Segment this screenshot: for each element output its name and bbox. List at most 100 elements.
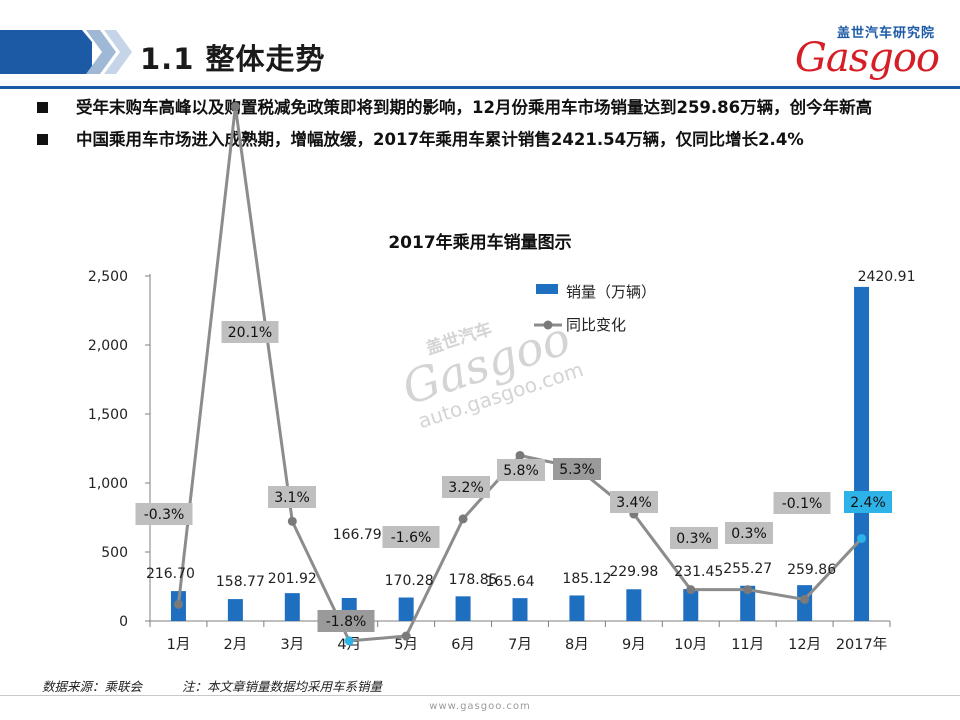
bullet-text: 受年末购车高峰以及购置税减免政策即将到期的影响，12月份乘用车市场销量达到259… (76, 98, 873, 117)
bar-value-label: 165.64 (486, 574, 535, 590)
logo-cn-text: 盖世汽车研究院 (836, 26, 935, 41)
y-tick-label: 2,500 (88, 269, 128, 285)
bar (626, 589, 642, 621)
bar-value-label: 201.92 (268, 571, 317, 587)
line-value-label: 20.1% (228, 325, 272, 341)
bar-value-label: 178.85 (449, 572, 498, 588)
x-tick-label: 12月 (788, 637, 821, 653)
line-value-label: -1.8% (326, 614, 367, 630)
x-tick-label: 7月 (508, 637, 532, 653)
bar (854, 286, 870, 621)
logo-en-text: Gasgoo (794, 35, 940, 81)
bar (512, 598, 528, 621)
bullet-item: 中国乘用车市场进入成熟期，增幅放缓，2017年乘用车累计销售2421.54万辆，… (34, 124, 944, 155)
x-tick-label: 8月 (565, 637, 589, 653)
x-tick-label: 10月 (674, 637, 707, 653)
x-tick-label: 9月 (622, 637, 646, 653)
footer-note: 数据来源：乘联会 注：本文章销量数据均采用车系销量 (42, 676, 382, 695)
footer-divider (0, 695, 960, 696)
bar (284, 593, 300, 621)
line-value-label: 5.3% (559, 462, 595, 478)
line-value-label: 2.4% (850, 495, 886, 511)
y-tick-label: 0 (119, 614, 128, 630)
x-tick-label: 2月 (224, 637, 248, 653)
legend-bar-label: 销量（万辆） (566, 283, 656, 301)
bar-value-label: 2420.91 (858, 269, 916, 285)
line-value-box (725, 522, 773, 544)
gasgoo-logo[interactable]: 盖世汽车研究院 Gasgoo (793, 18, 953, 81)
line-value-box (382, 526, 440, 548)
x-tick-label: 5月 (394, 637, 418, 653)
line-value-label: 5.8% (503, 463, 539, 479)
line-value-box (670, 527, 718, 549)
line-value-box (135, 503, 193, 525)
line-value-box (442, 476, 490, 498)
header: 1.1 整体走势 盖世汽车研究院 Gasgoo (0, 0, 960, 90)
bullet-square-icon (37, 134, 48, 145)
line-point (800, 594, 810, 604)
bullet-item: 受年末购车高峰以及购置税减免政策即将到期的影响，12月份乘用车市场销量达到259… (34, 92, 944, 123)
line-value-box (497, 459, 545, 481)
line-value-box (317, 610, 375, 632)
bar (455, 596, 471, 621)
legend-bar-swatch (536, 284, 558, 294)
line-value-box (268, 486, 316, 508)
bar-value-label: 166.79 (333, 527, 382, 543)
line-value-box (553, 458, 601, 480)
bar (569, 595, 585, 621)
y-tick-label: 500 (101, 545, 128, 561)
bar-value-label: 170.28 (385, 573, 434, 589)
line-point (857, 533, 867, 543)
header-banner (0, 30, 132, 74)
bar (227, 599, 243, 621)
x-tick-label: 6月 (451, 637, 475, 653)
x-tick-label: 2017年 (836, 636, 887, 653)
y-tick-label: 2,000 (88, 338, 128, 354)
line-value-label: -0.1% (782, 496, 823, 512)
line-point (401, 631, 411, 641)
bullet-text: 中国乘用车市场进入成熟期，增幅放缓，2017年乘用车累计销售2421.54万辆，… (76, 130, 804, 149)
y-tick-label: 1,500 (88, 407, 128, 423)
line-value-box (773, 492, 831, 514)
header-divider (0, 86, 960, 89)
bar-value-label: 185.12 (562, 571, 611, 587)
x-tick-label: 11月 (731, 637, 764, 653)
line-point (515, 450, 525, 460)
line-value-box (610, 491, 658, 513)
bar (398, 597, 414, 621)
line-value-box (844, 491, 892, 513)
line-value-label: 0.3% (731, 526, 767, 542)
line-value-label: 3.4% (616, 495, 652, 511)
legend-line-marker (543, 320, 553, 330)
bar-value-label: 158.77 (216, 574, 265, 590)
data-source-text: 数据来源：乘联会 (42, 679, 143, 694)
line-point (686, 585, 696, 595)
line-value-label: 3.1% (274, 490, 310, 506)
bar (683, 589, 699, 621)
legend-line-label: 同比变化 (566, 316, 626, 334)
line-point (344, 636, 354, 646)
line-value-label: -0.3% (144, 507, 185, 523)
bar-value-label: 255.27 (723, 561, 772, 577)
line-value-label: 3.2% (448, 480, 484, 496)
bar-value-label: 259.86 (787, 562, 836, 578)
line-point (230, 102, 240, 112)
footer-url[interactable]: www.gasgoo.com (429, 701, 531, 712)
line-point (173, 599, 183, 609)
line-value-box (221, 321, 279, 343)
bullet-square-icon (37, 102, 48, 113)
bar-value-label: 231.45 (674, 564, 723, 580)
page-title: 1.1 整体走势 (140, 42, 326, 76)
line-value-label: 0.3% (676, 531, 712, 547)
bar (740, 585, 756, 621)
note-text: 注：本文章销量数据均采用车系销量 (182, 679, 383, 694)
bar-value-label: 229.98 (609, 564, 658, 580)
x-tick-label: 1月 (167, 637, 191, 653)
line-point (458, 514, 468, 524)
x-tick-label: 3月 (280, 637, 304, 653)
line-point (287, 516, 297, 526)
bullet-list: 受年末购车高峰以及购置税减免政策即将到期的影响，12月份乘用车市场销量达到259… (34, 92, 944, 156)
chart-title: 2017年乘用车销量图示 (388, 233, 572, 253)
